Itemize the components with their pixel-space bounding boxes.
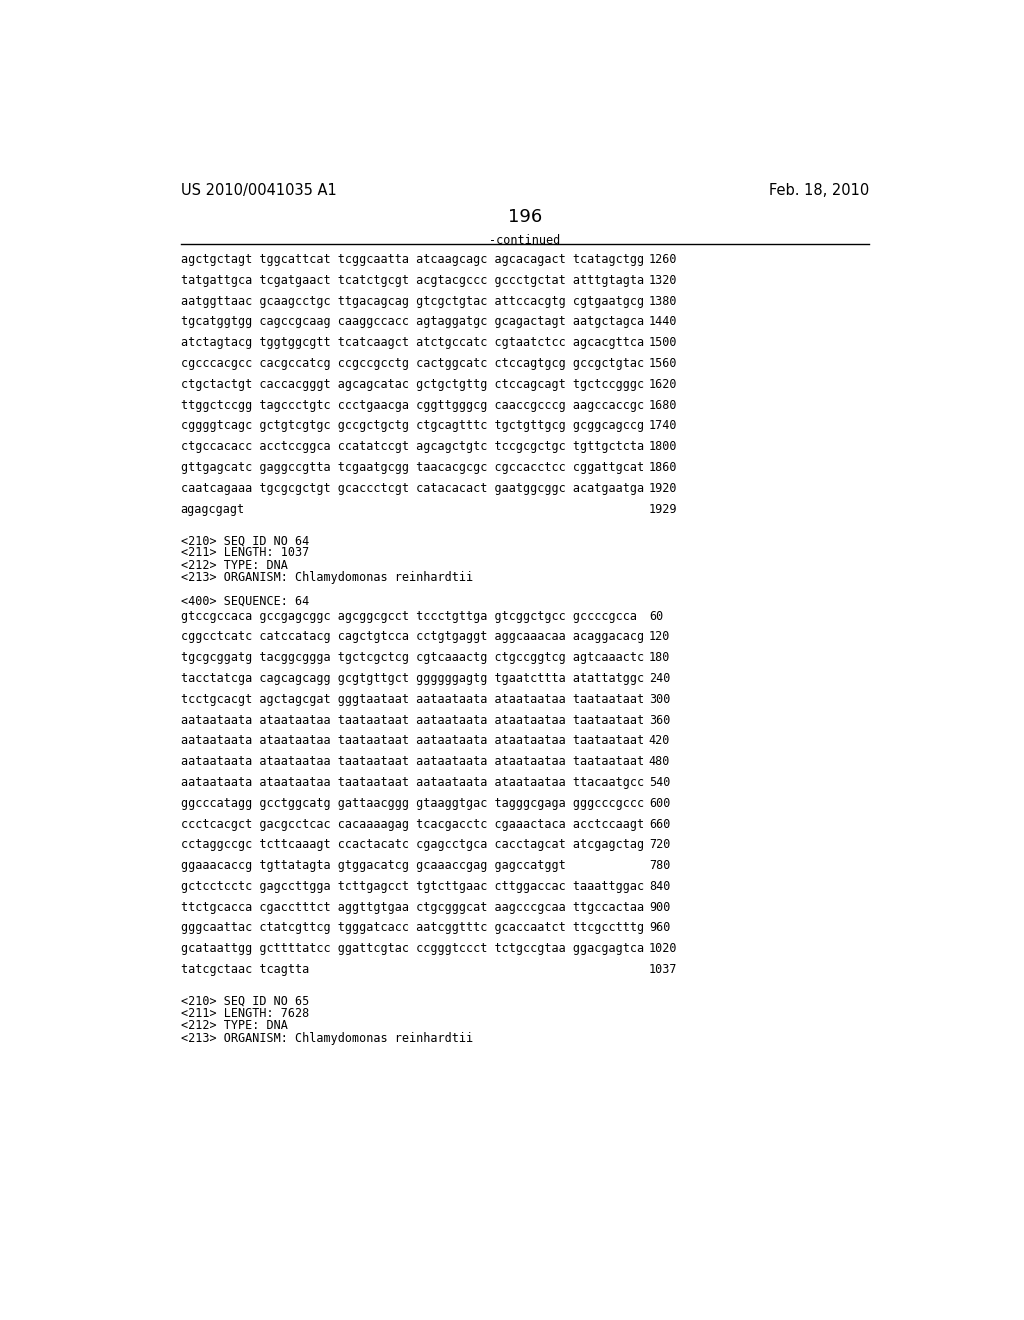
Text: agctgctagt tggcattcat tcggcaatta atcaagcagc agcacagact tcatagctgg: agctgctagt tggcattcat tcggcaatta atcaagc… xyxy=(180,253,644,267)
Text: <400> SEQUENCE: 64: <400> SEQUENCE: 64 xyxy=(180,594,309,607)
Text: <212> TYPE: DNA: <212> TYPE: DNA xyxy=(180,558,288,572)
Text: ctgccacacc acctccggca ccatatccgt agcagctgtc tccgcgctgc tgttgctcta: ctgccacacc acctccggca ccatatccgt agcagct… xyxy=(180,441,644,453)
Text: 780: 780 xyxy=(649,859,670,873)
Text: <212> TYPE: DNA: <212> TYPE: DNA xyxy=(180,1019,288,1032)
Text: tatcgctaac tcagtta: tatcgctaac tcagtta xyxy=(180,964,309,975)
Text: 1260: 1260 xyxy=(649,253,677,267)
Text: 600: 600 xyxy=(649,797,670,809)
Text: 1560: 1560 xyxy=(649,358,677,370)
Text: caatcagaaa tgcgcgctgt gcaccctcgt catacacact gaatggcggc acatgaatga: caatcagaaa tgcgcgctgt gcaccctcgt catacac… xyxy=(180,482,644,495)
Text: 1500: 1500 xyxy=(649,337,677,350)
Text: <213> ORGANISM: Chlamydomonas reinhardtii: <213> ORGANISM: Chlamydomonas reinhardti… xyxy=(180,572,473,585)
Text: 660: 660 xyxy=(649,817,670,830)
Text: 1620: 1620 xyxy=(649,378,677,391)
Text: <211> LENGTH: 1037: <211> LENGTH: 1037 xyxy=(180,546,309,560)
Text: ggaaacaccg tgttatagta gtggacatcg gcaaaccgag gagccatggt: ggaaacaccg tgttatagta gtggacatcg gcaaacc… xyxy=(180,859,565,873)
Text: 480: 480 xyxy=(649,755,670,768)
Text: 196: 196 xyxy=(508,207,542,226)
Text: tacctatcga cagcagcagg gcgtgttgct ggggggagtg tgaatcttta atattatggc: tacctatcga cagcagcagg gcgtgttgct gggggga… xyxy=(180,672,644,685)
Text: tcctgcacgt agctagcgat gggtaataat aataataata ataataataa taataataat: tcctgcacgt agctagcgat gggtaataat aataata… xyxy=(180,693,644,706)
Text: ggcccatagg gcctggcatg gattaacggg gtaaggtgac tagggcgaga gggcccgccc: ggcccatagg gcctggcatg gattaacggg gtaaggt… xyxy=(180,797,644,809)
Text: 1920: 1920 xyxy=(649,482,677,495)
Text: <211> LENGTH: 7628: <211> LENGTH: 7628 xyxy=(180,1007,309,1020)
Text: aatggttaac gcaagcctgc ttgacagcag gtcgctgtac attccacgtg cgtgaatgcg: aatggttaac gcaagcctgc ttgacagcag gtcgctg… xyxy=(180,294,644,308)
Text: 1020: 1020 xyxy=(649,942,677,956)
Text: ctgctactgt caccacgggt agcagcatac gctgctgttg ctccagcagt tgctccgggc: ctgctactgt caccacgggt agcagcatac gctgctg… xyxy=(180,378,644,391)
Text: 1037: 1037 xyxy=(649,964,677,975)
Text: gctcctcctc gagccttgga tcttgagcct tgtcttgaac cttggaccac taaattggac: gctcctcctc gagccttgga tcttgagcct tgtcttg… xyxy=(180,880,644,892)
Text: Feb. 18, 2010: Feb. 18, 2010 xyxy=(769,183,869,198)
Text: 1320: 1320 xyxy=(649,275,677,286)
Text: -continued: -continued xyxy=(489,234,560,247)
Text: gggcaattac ctatcgttcg tgggatcacc aatcggtttc gcaccaatct ttcgcctttg: gggcaattac ctatcgttcg tgggatcacc aatcggt… xyxy=(180,921,644,935)
Text: 60: 60 xyxy=(649,610,664,623)
Text: 1440: 1440 xyxy=(649,315,677,329)
Text: gttgagcatc gaggccgtta tcgaatgcgg taacacgcgc cgccacctcc cggattgcat: gttgagcatc gaggccgtta tcgaatgcgg taacacg… xyxy=(180,461,644,474)
Text: 1680: 1680 xyxy=(649,399,677,412)
Text: 1860: 1860 xyxy=(649,461,677,474)
Text: aataataata ataataataa taataataat aataataata ataataataa taataataat: aataataata ataataataa taataataat aataata… xyxy=(180,755,644,768)
Text: <213> ORGANISM: Chlamydomonas reinhardtii: <213> ORGANISM: Chlamydomonas reinhardti… xyxy=(180,1032,473,1044)
Text: 300: 300 xyxy=(649,693,670,706)
Text: 900: 900 xyxy=(649,900,670,913)
Text: 120: 120 xyxy=(649,631,670,643)
Text: 1800: 1800 xyxy=(649,441,677,453)
Text: tatgattgca tcgatgaact tcatctgcgt acgtacgccc gccctgctat atttgtagta: tatgattgca tcgatgaact tcatctgcgt acgtacg… xyxy=(180,275,644,286)
Text: gcataattgg gcttttatcc ggattcgtac ccgggtccct tctgccgtaa ggacgagtca: gcataattgg gcttttatcc ggattcgtac ccgggtc… xyxy=(180,942,644,956)
Text: aataataata ataataataa taataataat aataataata ataataataa taataataat: aataataata ataataataa taataataat aataata… xyxy=(180,734,644,747)
Text: cgcccacgcc cacgccatcg ccgccgcctg cactggcatc ctccagtgcg gccgctgtac: cgcccacgcc cacgccatcg ccgccgcctg cactggc… xyxy=(180,358,644,370)
Text: 1929: 1929 xyxy=(649,503,677,516)
Text: aataataata ataataataa taataataat aataataata ataataataa ttacaatgcc: aataataata ataataataa taataataat aataata… xyxy=(180,776,644,789)
Text: 180: 180 xyxy=(649,651,670,664)
Text: <210> SEQ ID NO 64: <210> SEQ ID NO 64 xyxy=(180,535,309,548)
Text: 1380: 1380 xyxy=(649,294,677,308)
Text: ccctcacgct gacgcctcac cacaaaagag tcacgacctc cgaaactaca acctccaagt: ccctcacgct gacgcctcac cacaaaagag tcacgac… xyxy=(180,817,644,830)
Text: 960: 960 xyxy=(649,921,670,935)
Text: US 2010/0041035 A1: US 2010/0041035 A1 xyxy=(180,183,337,198)
Text: ttctgcacca cgacctttct aggttgtgaa ctgcgggcat aagcccgcaa ttgccactaa: ttctgcacca cgacctttct aggttgtgaa ctgcggg… xyxy=(180,900,644,913)
Text: cctaggccgc tcttcaaagt ccactacatc cgagcctgca cacctagcat atcgagctag: cctaggccgc tcttcaaagt ccactacatc cgagcct… xyxy=(180,838,644,851)
Text: agagcgagt: agagcgagt xyxy=(180,503,245,516)
Text: gtccgccaca gccgagcggc agcggcgcct tccctgttga gtcggctgcc gccccgcca: gtccgccaca gccgagcggc agcggcgcct tccctgt… xyxy=(180,610,637,623)
Text: 720: 720 xyxy=(649,838,670,851)
Text: 420: 420 xyxy=(649,734,670,747)
Text: tgcgcggatg tacggcggga tgctcgctcg cgtcaaactg ctgccggtcg agtcaaactc: tgcgcggatg tacggcggga tgctcgctcg cgtcaaa… xyxy=(180,651,644,664)
Text: tgcatggtgg cagccgcaag caaggccacc agtaggatgc gcagactagt aatgctagca: tgcatggtgg cagccgcaag caaggccacc agtagga… xyxy=(180,315,644,329)
Text: 1740: 1740 xyxy=(649,420,677,433)
Text: 540: 540 xyxy=(649,776,670,789)
Text: 360: 360 xyxy=(649,714,670,726)
Text: aataataata ataataataa taataataat aataataata ataataataa taataataat: aataataata ataataataa taataataat aataata… xyxy=(180,714,644,726)
Text: 240: 240 xyxy=(649,672,670,685)
Text: atctagtacg tggtggcgtt tcatcaagct atctgccatc cgtaatctcc agcacgttca: atctagtacg tggtggcgtt tcatcaagct atctgcc… xyxy=(180,337,644,350)
Text: cggggtcagc gctgtcgtgc gccgctgctg ctgcagtttc tgctgttgcg gcggcagccg: cggggtcagc gctgtcgtgc gccgctgctg ctgcagt… xyxy=(180,420,644,433)
Text: ttggctccgg tagccctgtc ccctgaacga cggttgggcg caaccgcccg aagccaccgc: ttggctccgg tagccctgtc ccctgaacga cggttgg… xyxy=(180,399,644,412)
Text: <210> SEQ ID NO 65: <210> SEQ ID NO 65 xyxy=(180,995,309,1007)
Text: 840: 840 xyxy=(649,880,670,892)
Text: cggcctcatc catccatacg cagctgtcca cctgtgaggt aggcaaacaa acaggacacg: cggcctcatc catccatacg cagctgtcca cctgtga… xyxy=(180,631,644,643)
